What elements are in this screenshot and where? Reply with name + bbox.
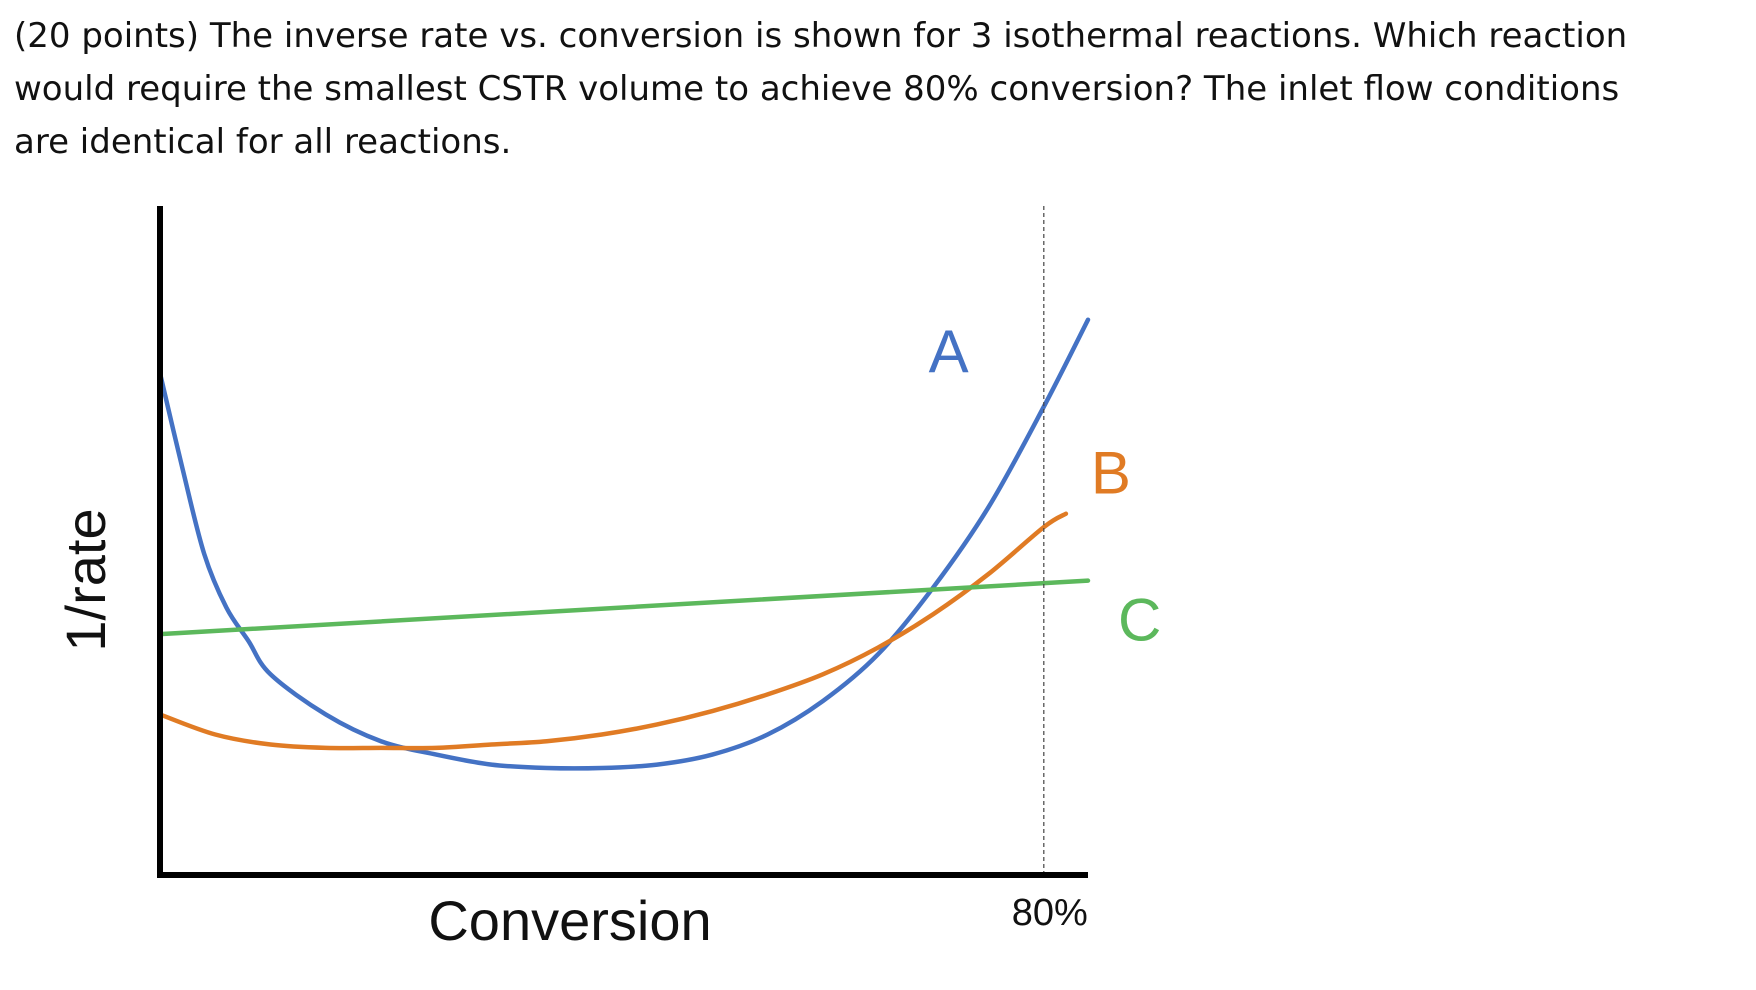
series-line-c (157, 578, 1091, 637)
series-line-a (157, 317, 1091, 771)
series-label-a: A (929, 318, 969, 385)
series-labels: A B C (929, 318, 1162, 654)
question-line-3: are identical for all reactions. (14, 122, 512, 162)
reference-label-80: 80% (1012, 892, 1088, 934)
x-axis-title: Conversion (428, 889, 711, 952)
question-text: (20 points) The inverse rate vs. convers… (14, 10, 1734, 169)
series-label-b: B (1091, 440, 1131, 507)
series-line-b (157, 511, 1069, 751)
y-axis-title: 1/rate (54, 508, 117, 651)
question-line-2: would require the smallest CSTR volume t… (14, 69, 1620, 109)
question-line-1: (20 points) The inverse rate vs. convers… (14, 16, 1628, 56)
series-label-c: C (1118, 587, 1161, 654)
series-group (157, 317, 1091, 771)
